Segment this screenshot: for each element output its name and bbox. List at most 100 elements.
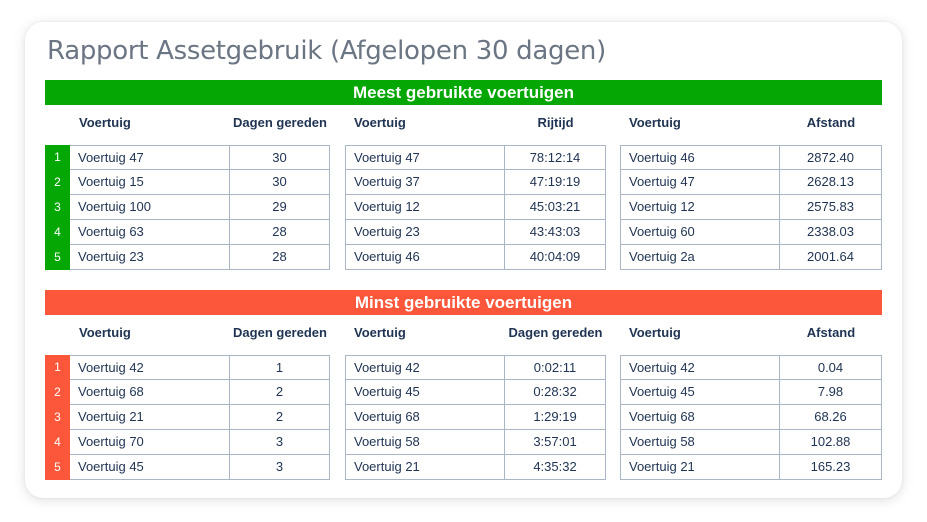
rank-badge: 2 (45, 170, 70, 195)
vehicle-name-cell: Voertuig 21 (345, 455, 505, 480)
least-days-table: Voertuig Dagen gereden 1 Voertuig 42 1 2 Voert… (45, 315, 330, 480)
table-row: Voertuig 46 2872.40 (620, 145, 882, 170)
table-row: 1 Voertuig 42 1 (45, 355, 330, 380)
value-cell: 3 (230, 430, 330, 455)
column-header-vehicle: Voertuig (79, 115, 131, 130)
value-cell: 2872.40 (780, 145, 882, 170)
table-row: Voertuig 2a 2001.64 (620, 245, 882, 270)
column-header-vehicle: Voertuig (79, 325, 131, 340)
most-drivetime-table: Voertuig Rijtijd Voertuig 47 78:12:14 Voertu… (345, 105, 606, 270)
table-row: Voertuig 42 0.04 (620, 355, 882, 380)
table-row: 4 Voertuig 63 28 (45, 220, 330, 245)
rank-badge: 1 (45, 355, 70, 380)
table-row: 2 Voertuig 68 2 (45, 380, 330, 405)
value-cell: 3:57:01 (505, 430, 606, 455)
most-days-table: Voertuig Dagen gereden 1 Voertuig 47 30 2 Voer… (45, 105, 330, 270)
rank-badge: 2 (45, 380, 70, 405)
value-cell: 102.88 (780, 430, 882, 455)
table-row: Voertuig 45 7.98 (620, 380, 882, 405)
value-cell: 3 (230, 455, 330, 480)
column-header-vehicle: Voertuig (354, 115, 406, 130)
rank-badge: 3 (45, 195, 70, 220)
value-cell: 45:03:21 (505, 195, 606, 220)
vehicle-name-cell: Voertuig 2a (620, 245, 780, 270)
table-row: 3 Voertuig 100 29 (45, 195, 330, 220)
table-row: Voertuig 12 2575.83 (620, 195, 882, 220)
value-cell: 165.23 (780, 455, 882, 480)
least-distance-table: Voertuig Afstand Voertuig 42 0.04 Voertuig 4… (620, 315, 882, 480)
table-row: 3 Voertuig 21 2 (45, 405, 330, 430)
least-used-tables: Voertuig Dagen gereden 1 Voertuig 42 1 2 Voert… (45, 315, 882, 500)
vehicle-name-cell: Voertuig 58 (345, 430, 505, 455)
value-cell: 30 (230, 170, 330, 195)
table-body: 1 Voertuig 47 30 2 Voertuig 15 30 3 Voertuig 10… (45, 145, 330, 270)
value-cell: 1 (230, 355, 330, 380)
value-cell: 28 (230, 220, 330, 245)
least-drivetime-table: Voertuig Dagen gereden Voertuig 42 0:02:11 V… (345, 315, 606, 480)
most-used-banner: Meest gebruikte voertuigen (45, 80, 882, 105)
table-row: Voertuig 42 0:02:11 (345, 355, 606, 380)
table-body: Voertuig 42 0.04 Voertuig 45 7.98 Voertuig 6… (620, 355, 882, 480)
value-cell: 30 (230, 145, 330, 170)
rank-badge: 1 (45, 145, 70, 170)
vehicle-name-cell: Voertuig 42 (620, 355, 780, 380)
column-header-vehicle: Voertuig (629, 115, 681, 130)
vehicle-name-cell: Voertuig 12 (620, 195, 780, 220)
table-row: Voertuig 45 0:28:32 (345, 380, 606, 405)
rank-badge: 3 (45, 405, 70, 430)
column-header-value: Dagen gereden (233, 325, 327, 340)
vehicle-name-cell: Voertuig 21 (70, 405, 230, 430)
vehicle-name-cell: Voertuig 21 (620, 455, 780, 480)
vehicle-name-cell: Voertuig 46 (620, 145, 780, 170)
value-cell: 2628.13 (780, 170, 882, 195)
vehicle-name-cell: Voertuig 12 (345, 195, 505, 220)
report-card: Rapport Assetgebruik (Afgelopen 30 dagen… (25, 22, 902, 498)
rank-badge: 4 (45, 430, 70, 455)
value-cell: 68.26 (780, 405, 882, 430)
value-cell: 47:19:19 (505, 170, 606, 195)
vehicle-name-cell: Voertuig 23 (345, 220, 505, 245)
vehicle-name-cell: Voertuig 47 (70, 145, 230, 170)
most-distance-table: Voertuig Afstand Voertuig 46 2872.40 Voertui… (620, 105, 882, 270)
column-header-vehicle: Voertuig (354, 325, 406, 340)
column-header-value: Dagen gereden (233, 115, 327, 130)
value-cell: 28 (230, 245, 330, 270)
table-row: Voertuig 23 43:43:03 (345, 220, 606, 245)
table-row: Voertuig 68 1:29:19 (345, 405, 606, 430)
vehicle-name-cell: Voertuig 37 (345, 170, 505, 195)
rank-badge: 4 (45, 220, 70, 245)
table-row: Voertuig 21 165.23 (620, 455, 882, 480)
value-cell: 2338.03 (780, 220, 882, 245)
vehicle-name-cell: Voertuig 100 (70, 195, 230, 220)
table-body: Voertuig 42 0:02:11 Voertuig 45 0:28:32 Voer… (345, 355, 606, 480)
vehicle-name-cell: Voertuig 46 (345, 245, 505, 270)
table-row: 5 Voertuig 45 3 (45, 455, 330, 480)
vehicle-name-cell: Voertuig 42 (345, 355, 505, 380)
vehicle-name-cell: Voertuig 68 (70, 380, 230, 405)
value-cell: 40:04:09 (505, 245, 606, 270)
rank-badge: 5 (45, 455, 70, 480)
table-row: Voertuig 47 78:12:14 (345, 145, 606, 170)
table-row: 2 Voertuig 15 30 (45, 170, 330, 195)
vehicle-name-cell: Voertuig 42 (70, 355, 230, 380)
value-cell: 1:29:19 (505, 405, 606, 430)
value-cell: 2 (230, 405, 330, 430)
table-header: Voertuig Afstand (620, 105, 882, 140)
vehicle-name-cell: Voertuig 47 (620, 170, 780, 195)
table-row: 1 Voertuig 47 30 (45, 145, 330, 170)
value-cell: 78:12:14 (505, 145, 606, 170)
column-header-vehicle: Voertuig (629, 325, 681, 340)
table-row: 4 Voertuig 70 3 (45, 430, 330, 455)
vehicle-name-cell: Voertuig 45 (70, 455, 230, 480)
value-cell: 2 (230, 380, 330, 405)
vehicle-name-cell: Voertuig 63 (70, 220, 230, 245)
least-used-section: Minst gebruikte voertuigen Voertuig Dagen… (45, 290, 882, 500)
column-header-value: Dagen gereden (508, 325, 603, 340)
vehicle-name-cell: Voertuig 60 (620, 220, 780, 245)
vehicle-name-cell: Voertuig 23 (70, 245, 230, 270)
table-body: Voertuig 46 2872.40 Voertuig 47 2628.13 Voer… (620, 145, 882, 270)
value-cell: 4:35:32 (505, 455, 606, 480)
column-header-value: Afstand (806, 325, 856, 340)
table-body: 1 Voertuig 42 1 2 Voertuig 68 2 3 Voertuig 21 2 4… (45, 355, 330, 480)
table-row: Voertuig 58 3:57:01 (345, 430, 606, 455)
